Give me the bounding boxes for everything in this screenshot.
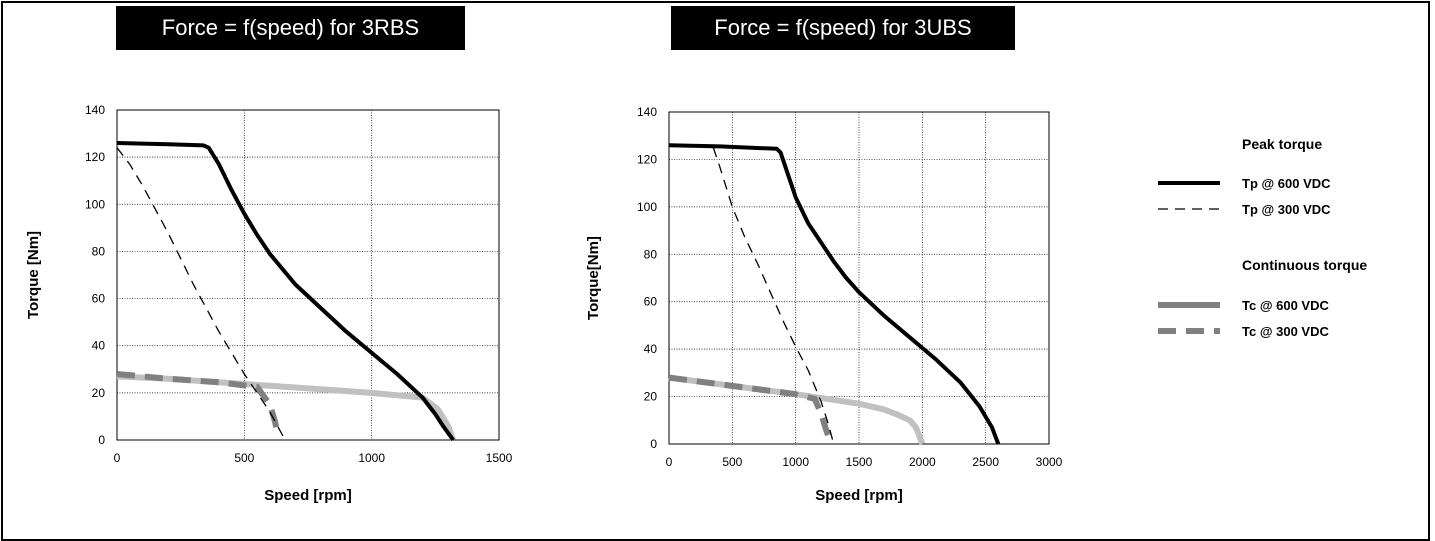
plot-border: [116, 109, 500, 441]
series-line-tc300: [668, 374, 832, 438]
series-line-tc600: [116, 373, 457, 442]
series-line-tp600: [668, 143, 1001, 445]
plot-area: 0 500 1000 1500 2000 2500 3000 0 20 40 60 80 100 120 1…: [585, 105, 1063, 504]
x-axis-title: Speed [rpm]: [815, 487, 903, 504]
y-tick-label: 40: [92, 339, 106, 353]
x-axis-title: Speed [rpm]: [264, 487, 352, 504]
y-tick-label: 20: [644, 390, 658, 404]
x-tick-label: 1500: [486, 451, 513, 465]
plot-border: [668, 111, 1050, 445]
x-tick-label: 0: [666, 455, 673, 469]
y-tick-label: 60: [92, 292, 106, 306]
y-tick-label: 40: [644, 342, 658, 356]
y-tick-label: 140: [637, 105, 657, 119]
plot-area: 0 500 1000 1500 0 20 40 60 80 100 120 140 Speed [rpm…: [25, 103, 513, 504]
y-axis-title: Torque[Nm]: [585, 236, 602, 320]
y-tick-label: 0: [98, 433, 105, 447]
y-tick-label: 100: [637, 200, 657, 214]
y-tick-label: 60: [644, 295, 658, 309]
y-axis-title: Torque [Nm]: [25, 231, 42, 319]
y-tick-label: 20: [92, 386, 106, 400]
y-tick-label: 120: [85, 150, 105, 164]
x-tick-label: 500: [234, 451, 254, 465]
x-tick-label: 1000: [782, 455, 809, 469]
y-tick-label: 140: [85, 103, 105, 117]
x-tick-label: 1000: [358, 451, 385, 465]
y-tick-label: 80: [92, 244, 106, 258]
x-tick-label: 0: [114, 451, 121, 465]
y-tick-label: 120: [637, 152, 657, 166]
x-tick-label: 2000: [909, 455, 936, 469]
chart-title-3rbs: Force = f(speed) for 3RBS: [116, 6, 465, 50]
series-line-tp300: [712, 147, 835, 445]
y-tick-label: 80: [644, 247, 658, 261]
x-tick-label: 3000: [1036, 455, 1063, 469]
y-tick-label: 100: [85, 197, 105, 211]
series-line-tc300: [116, 371, 281, 434]
chart-3ubs: 0 500 1000 1500 2000 2500 3000 0 20 40 60 80 100 120 1…: [585, 105, 1063, 504]
y-tick-label: 0: [650, 437, 657, 451]
x-tick-label: 500: [722, 455, 742, 469]
chart-3rbs: 0 500 1000 1500 0 20 40 60 80 100 120 140 Speed [rpm…: [25, 103, 513, 504]
series-line-tp600: [116, 141, 455, 442]
x-tick-label: 2500: [972, 455, 999, 469]
chart-title-3ubs: Force = f(speed) for 3UBS: [671, 6, 1015, 50]
x-tick-label: 1500: [846, 455, 873, 469]
